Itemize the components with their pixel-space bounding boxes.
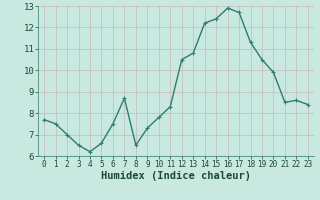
X-axis label: Humidex (Indice chaleur): Humidex (Indice chaleur) <box>101 171 251 181</box>
